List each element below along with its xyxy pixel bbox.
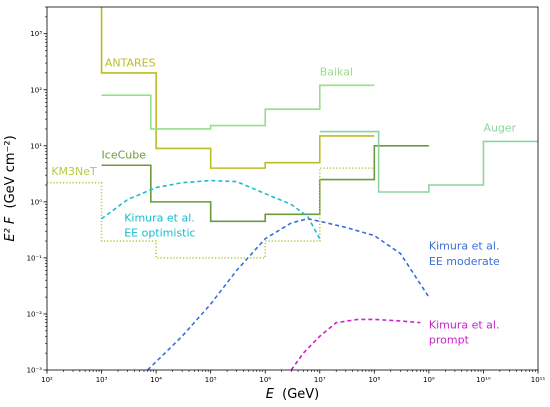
x-tick-label-2: 10⁴ bbox=[150, 376, 162, 384]
x-tick-label-5: 10⁷ bbox=[314, 376, 326, 384]
series-icecube bbox=[101, 145, 429, 223]
x-tick-label-7: 10⁹ bbox=[423, 376, 435, 384]
ticks-layer: 10² 10³ 10⁴ 10⁵ 10⁶ 10⁷ 10⁸ 10⁹ 10¹⁰ 10¹¹ 10⁻³ 10⁻²… bbox=[27, 6, 546, 384]
x-tick-label-1: 10³ bbox=[96, 376, 108, 384]
y-axis-label: E² F (GeV cm⁻²) bbox=[3, 135, 18, 241]
series-layer bbox=[47, 7, 538, 371]
series-label-ee-moderate-8: EE moderate bbox=[429, 255, 500, 268]
series-label-antares-0: ANTARES bbox=[105, 57, 156, 70]
series-baikal bbox=[101, 84, 375, 130]
series-label-kimura-et-al-9: Kimura et al. bbox=[429, 319, 500, 332]
y-axis-label-unit: (GeV cm⁻²) bbox=[3, 135, 18, 208]
series-label-ee-optimistic-6: EE optimistic bbox=[124, 227, 195, 240]
x-tick-label-8: 10¹⁰ bbox=[476, 376, 491, 384]
x-axis-label: E (GeV) bbox=[266, 387, 319, 402]
series-label-auger-4: Auger bbox=[483, 122, 516, 135]
x-tick-label-4: 10⁶ bbox=[259, 376, 271, 384]
y-tick-label-6: 10³ bbox=[30, 30, 42, 38]
x-tick-label-0: 10² bbox=[41, 376, 53, 384]
y-tick-label-1: 10⁻² bbox=[27, 310, 43, 318]
y-tick-label-3: 10⁰ bbox=[30, 198, 42, 206]
y-tick-label-5: 10² bbox=[30, 86, 42, 94]
plot-frame bbox=[46, 6, 539, 371]
series-antares bbox=[100, 7, 375, 169]
x-tick-label-6: 10⁸ bbox=[368, 376, 380, 384]
y-axis-label-math: E² F bbox=[3, 216, 18, 242]
x-axis-label-unit: (GeV) bbox=[282, 387, 319, 402]
labels-layer: ANTARES Baikal IceCube KM3NeT Auger Kimura et… bbox=[51, 57, 516, 347]
y-tick-label-0: 10⁻³ bbox=[27, 367, 43, 375]
x-tick-label-3: 10⁵ bbox=[205, 376, 217, 384]
y-tick-label-4: 10¹ bbox=[30, 142, 42, 150]
series-km3net bbox=[47, 167, 375, 259]
series-auger bbox=[319, 130, 538, 193]
series-label-icecube-2: IceCube bbox=[102, 148, 147, 161]
y-tick-label-2: 10⁻¹ bbox=[27, 254, 43, 262]
series-label-km3net-3: KM3NeT bbox=[51, 165, 97, 178]
x-tick-label-9: 10¹¹ bbox=[531, 376, 546, 384]
series-kimura-et-al-ee-moderate bbox=[147, 217, 430, 371]
series-label-prompt-10: prompt bbox=[429, 333, 470, 346]
series-label-baikal-1: Baikal bbox=[320, 65, 353, 78]
series-kimura-et-al-ee-optimistic bbox=[101, 179, 321, 240]
series-label-kimura-et-al-5: Kimura et al. bbox=[124, 211, 195, 224]
series-label-kimura-et-al-7: Kimura et al. bbox=[429, 240, 500, 253]
x-axis-label-math: E bbox=[266, 387, 275, 402]
series-kimura-et-al-prompt bbox=[290, 318, 421, 371]
